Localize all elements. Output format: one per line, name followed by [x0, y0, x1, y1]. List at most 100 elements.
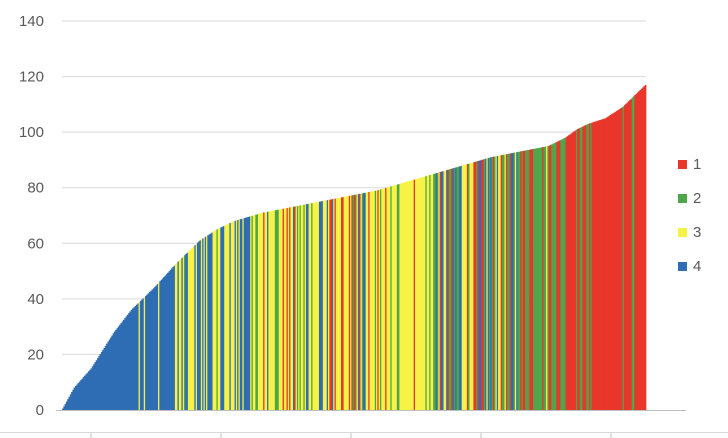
bar — [499, 155, 501, 410]
bar — [78, 381, 81, 410]
bar — [71, 392, 73, 410]
bar — [482, 159, 485, 410]
bar — [549, 144, 552, 410]
bar — [540, 147, 543, 410]
bar — [130, 309, 133, 410]
bar — [191, 247, 194, 410]
bar — [568, 135, 570, 410]
bar — [257, 213, 260, 410]
bar — [610, 114, 613, 410]
bar — [268, 211, 270, 410]
bar — [125, 316, 128, 410]
bar — [373, 191, 376, 410]
bar — [551, 144, 553, 410]
bar — [387, 187, 390, 410]
bar — [232, 221, 234, 410]
bar — [164, 275, 167, 410]
bar — [491, 156, 494, 410]
bar — [312, 202, 315, 410]
bar — [221, 226, 224, 410]
bar — [483, 159, 486, 410]
bar — [146, 294, 149, 410]
bar — [513, 152, 516, 410]
bar — [111, 335, 113, 410]
bar — [110, 337, 112, 410]
bar — [104, 345, 107, 410]
bar — [594, 121, 596, 410]
bar — [500, 155, 503, 410]
bar — [151, 289, 154, 410]
bar — [530, 149, 533, 411]
bar — [85, 374, 88, 410]
bar — [498, 155, 500, 410]
bar — [463, 165, 465, 410]
bar — [501, 154, 504, 410]
bar — [76, 384, 78, 410]
bar — [383, 188, 386, 410]
bar — [470, 162, 473, 410]
bar — [446, 170, 448, 410]
bar — [398, 184, 400, 410]
bar — [298, 205, 300, 410]
bar — [315, 202, 317, 410]
bar — [411, 180, 413, 410]
bar — [142, 298, 145, 410]
bar — [108, 339, 111, 410]
bar — [347, 196, 350, 410]
bar — [318, 201, 321, 410]
bar — [605, 117, 608, 410]
bar — [422, 176, 425, 410]
bar — [302, 204, 304, 410]
bar — [256, 214, 259, 410]
bar — [496, 155, 499, 410]
bar — [356, 194, 359, 410]
bar — [337, 198, 339, 410]
bar — [259, 213, 261, 410]
legend-label: 3 — [693, 224, 701, 241]
bar — [296, 205, 299, 410]
bar — [626, 102, 629, 410]
bar — [97, 358, 99, 410]
bar — [229, 222, 232, 410]
bar — [625, 103, 627, 410]
bar — [546, 146, 548, 410]
bar — [408, 181, 411, 410]
bar — [74, 386, 77, 410]
bar — [254, 215, 256, 410]
bar — [607, 116, 609, 410]
bar — [67, 399, 69, 410]
bar — [69, 394, 72, 410]
bar — [351, 195, 354, 410]
bar — [338, 197, 341, 410]
bar — [361, 193, 364, 410]
bar — [267, 211, 269, 410]
bar — [565, 137, 568, 411]
bar — [382, 188, 385, 410]
bar — [490, 157, 492, 410]
bar — [539, 147, 542, 410]
bar — [112, 333, 115, 410]
bar — [617, 109, 620, 411]
bar — [468, 163, 470, 410]
bar — [165, 274, 168, 410]
bar — [407, 181, 409, 410]
bar — [246, 217, 248, 410]
y-tick-label: 0 — [36, 402, 44, 419]
bar — [608, 115, 611, 410]
bar — [472, 162, 474, 410]
bar — [285, 208, 287, 410]
bar — [402, 182, 404, 410]
bar — [313, 202, 316, 410]
bar — [84, 375, 86, 410]
bar — [394, 185, 396, 410]
bar — [283, 208, 286, 410]
bar — [77, 383, 80, 410]
bar — [86, 372, 89, 410]
bar — [601, 119, 604, 411]
bar — [272, 210, 274, 410]
bar — [559, 140, 561, 410]
bar — [304, 204, 307, 410]
bar — [374, 190, 377, 410]
bar — [638, 91, 640, 410]
